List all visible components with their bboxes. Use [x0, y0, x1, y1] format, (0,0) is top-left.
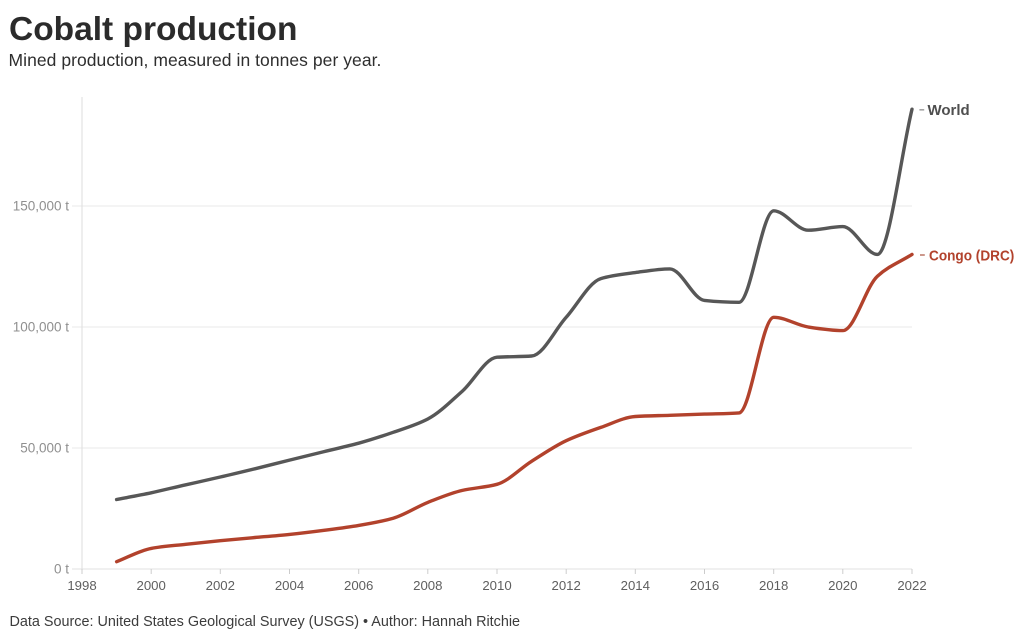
svg-text:2006: 2006 [344, 578, 373, 593]
svg-text:150,000 t: 150,000 t [13, 199, 70, 214]
svg-text:2000: 2000 [137, 578, 166, 593]
svg-text:2008: 2008 [413, 578, 442, 593]
svg-text:0 t: 0 t [54, 562, 69, 577]
svg-text:2020: 2020 [828, 578, 857, 593]
svg-text:2004: 2004 [275, 578, 304, 593]
svg-text:1998: 1998 [67, 578, 96, 593]
svg-text:2010: 2010 [482, 578, 511, 593]
svg-text:2012: 2012 [552, 578, 581, 593]
svg-text:2002: 2002 [206, 578, 235, 593]
svg-text:50,000 t: 50,000 t [20, 441, 69, 456]
svg-text:2016: 2016 [690, 578, 719, 593]
svg-text:2022: 2022 [897, 578, 926, 593]
svg-text:Congo (DRC): Congo (DRC) [929, 247, 1014, 264]
svg-text:2018: 2018 [759, 578, 788, 593]
svg-text:100,000 t: 100,000 t [13, 320, 70, 335]
svg-text:2014: 2014 [621, 578, 650, 593]
svg-text:World: World [928, 102, 970, 119]
